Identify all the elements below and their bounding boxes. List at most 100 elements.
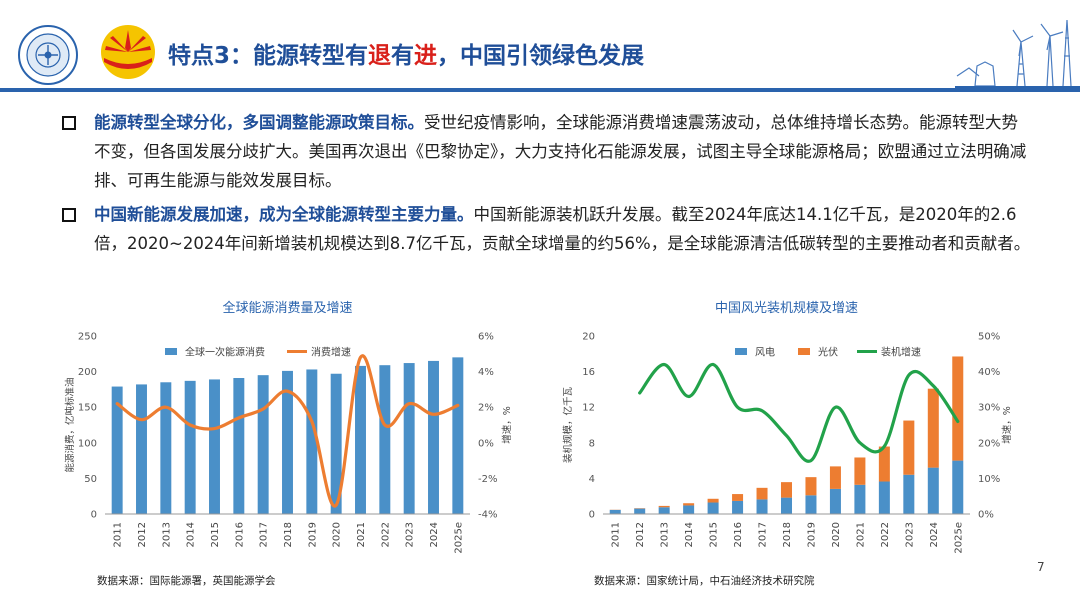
bar-风电-2021 [854,484,866,514]
x-tick-label: 2012 [137,522,148,547]
y2-tick-label: 10% [978,474,1000,485]
chart-title: 全球能源消费量及增速 [222,300,352,316]
page-number: 7 [1037,560,1045,574]
source-note-left: 数据来源：国际能源署，英国能源学会 [97,575,276,587]
y2-axis-label: 增速，% [501,406,513,444]
x-tick-label: 2021 [855,522,866,547]
bar-2021 [355,365,366,514]
x-tick-label: 2022 [880,522,891,547]
bar-光伏-2016 [732,494,744,501]
bullet-list: 能源转型全球分化，多国调整能源政策目标。受世纪疫情影响，全球能源消费增速震荡波动… [62,108,1034,263]
y2-tick-label: 0% [478,438,494,449]
bar-2014 [184,380,196,514]
bar-光伏-2025e [952,356,964,461]
bar-光伏-2020 [829,466,841,489]
bar-2023 [403,363,415,514]
y-tick-label: 0 [91,510,97,521]
bar-2024 [428,360,439,514]
x-tick-label: 2019 [806,522,817,547]
bar-风电-2015 [707,502,719,514]
x-tick-label: 2016 [234,522,245,547]
bar-光伏-2013 [658,505,670,508]
bar-风电-2017 [756,499,768,514]
bar-风电-2011 [609,509,621,514]
x-tick-label: 2014 [684,522,695,547]
institute-seal-logo [18,25,78,85]
chart-title: 中国风光装机规模及增速 [715,301,858,316]
petrochina-logo [101,25,155,79]
bullet-text-2: 中国新能源装机跃升发展。截至2024年底达14.1亿千瓦，是2020年的2.6倍… [94,205,1031,253]
bullet-lead-2: 中国新能源发展加速，成为全球能源转型主要力量。 [94,205,474,224]
bar-光伏-2024 [927,388,939,468]
bar-光伏-2017 [756,487,768,500]
slide-title: 特点3：能源转型有退有进，中国引领绿色发展 [168,36,644,70]
x-tick-label: 2020 [831,522,842,547]
series-line-装机增速 [638,362,960,463]
y2-tick-label: 6% [478,332,494,343]
series-line-消费增速 [115,354,460,508]
y-tick-label: 8 [589,438,595,449]
y-tick-label: 20 [582,332,595,343]
legend-swatch-风电 [735,348,747,355]
header-divider [0,88,1080,92]
bar-光伏-2014 [683,503,695,506]
bar-2012 [136,384,147,514]
y2-tick-label: 4% [478,367,494,378]
x-tick-label: 2016 [733,522,744,547]
bullet-text-1: 受世纪疫情影响，全球能源消费增速震荡波动，总体维持增长态势。能源转型大势不变，但… [94,113,1027,190]
y2-tick-label: -4% [478,510,497,521]
bullet-square-icon [62,116,76,130]
china-wind-solar-capacity-chart: 中国风光装机规模及增速 0 4 8 12 16 20 0% 10% 20% 30% 40% 50% 装机规… [562,301,1013,554]
bar-风电-2019 [805,495,817,514]
x-tick-label: 2013 [161,522,172,547]
legend-swatch-光伏 [798,348,810,355]
bullet-square-icon [62,208,76,222]
legend-label: 全球一次能源消费 [185,346,265,359]
y2-tick-label: -2% [478,474,497,485]
y-tick-label: 12 [582,403,595,414]
y-tick-label: 50 [84,474,97,485]
global-energy-consumption-chart: 全球能源消费量及增速 0 50 100 150 200 250 -4% -2% 0% 2% 4% 6% 能… [64,300,513,554]
x-tick-label: 2012 [635,522,646,547]
bar-2017 [257,375,269,514]
bar-风电-2020 [829,488,841,514]
y-axis-label: 能源消费，亿吨标准油 [64,377,76,472]
slide-title-prefix: 特点3：能源转型有 [168,43,369,69]
bar-光伏-2021 [854,457,866,485]
bar-光伏-2018 [780,482,793,498]
y-tick-label: 0 [589,510,595,521]
y2-tick-label: 0% [978,510,994,521]
bar-2020 [330,373,342,514]
x-tick-label: 2025e [453,522,464,554]
y-tick-label: 16 [582,367,595,378]
x-tick-label: 2017 [259,522,270,547]
y2-tick-label: 2% [478,403,494,414]
bar-2015 [209,379,220,514]
y2-tick-label: 50% [978,332,1000,343]
bar-风电-2012 [634,508,646,514]
y-axis-label: 装机规模，亿千瓦 [562,387,574,464]
bar-光伏-2022 [878,446,890,482]
bar-光伏-2015 [707,498,719,503]
bar-2025e [452,357,464,514]
source-note-right: 数据来源：国家统计局，中石油经济技术研究院 [594,575,815,587]
slide-title-mid: 有 [391,43,415,69]
slide-title-highlight-advance: 进 [414,43,438,69]
x-tick-label: 2024 [929,522,940,547]
x-tick-label: 2015 [709,522,720,547]
bar-风电-2013 [658,507,670,514]
x-tick-label: 2021 [356,522,367,547]
y2-tick-label: 20% [978,438,1000,449]
y2-tick-label: 30% [978,403,1000,414]
bullet-lead-1: 能源转型全球分化，多国调整能源政策目标。 [94,113,424,132]
y-tick-label: 150 [78,403,97,414]
y-tick-label: 4 [589,474,595,485]
legend-swatch-全球一次能源消费 [165,348,177,355]
bar-2011 [111,386,123,514]
x-tick-label: 2025e [953,522,964,554]
bar-风电-2018 [780,497,793,514]
legend-label: 装机增速 [881,346,921,359]
slide-title-highlight-retreat: 退 [368,43,392,69]
x-tick-label: 2014 [186,522,197,547]
x-tick-label: 2013 [660,522,671,547]
